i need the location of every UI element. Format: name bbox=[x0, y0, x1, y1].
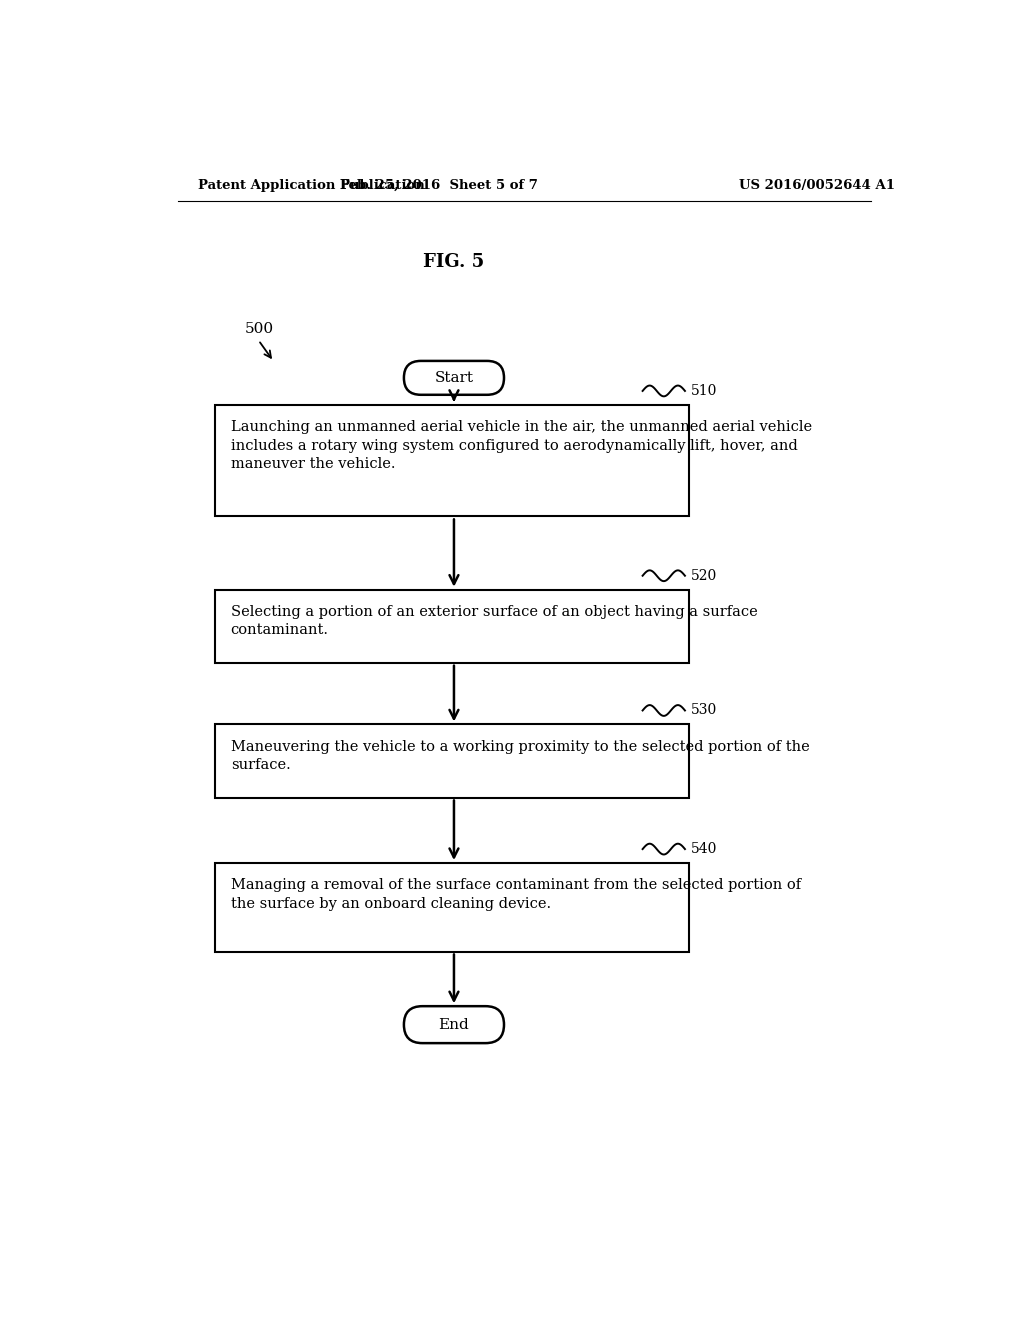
Text: 510: 510 bbox=[691, 384, 718, 397]
FancyBboxPatch shape bbox=[215, 590, 689, 663]
Text: Launching an unmanned aerial vehicle in the air, the unmanned aerial vehicle
inc: Launching an unmanned aerial vehicle in … bbox=[230, 420, 812, 471]
Text: 500: 500 bbox=[245, 322, 273, 337]
Text: End: End bbox=[438, 1018, 469, 1032]
FancyBboxPatch shape bbox=[215, 405, 689, 516]
FancyBboxPatch shape bbox=[403, 360, 504, 395]
Text: Feb. 25, 2016  Sheet 5 of 7: Feb. 25, 2016 Sheet 5 of 7 bbox=[340, 178, 538, 191]
Text: 530: 530 bbox=[691, 704, 718, 718]
FancyBboxPatch shape bbox=[215, 725, 689, 797]
Text: Selecting a portion of an exterior surface of an object having a surface
contami: Selecting a portion of an exterior surfa… bbox=[230, 605, 758, 638]
Text: 520: 520 bbox=[691, 569, 718, 582]
Text: Managing a removal of the surface contaminant from the selected portion of
the s: Managing a removal of the surface contam… bbox=[230, 878, 801, 911]
Text: 540: 540 bbox=[691, 842, 718, 857]
Text: Patent Application Publication: Patent Application Publication bbox=[199, 178, 425, 191]
FancyBboxPatch shape bbox=[403, 1006, 504, 1043]
Text: Start: Start bbox=[434, 371, 473, 385]
FancyBboxPatch shape bbox=[215, 863, 689, 952]
Text: Maneuvering the vehicle to a working proximity to the selected portion of the
su: Maneuvering the vehicle to a working pro… bbox=[230, 739, 809, 772]
Text: US 2016/0052644 A1: US 2016/0052644 A1 bbox=[739, 178, 895, 191]
Text: FIG. 5: FIG. 5 bbox=[423, 253, 484, 272]
